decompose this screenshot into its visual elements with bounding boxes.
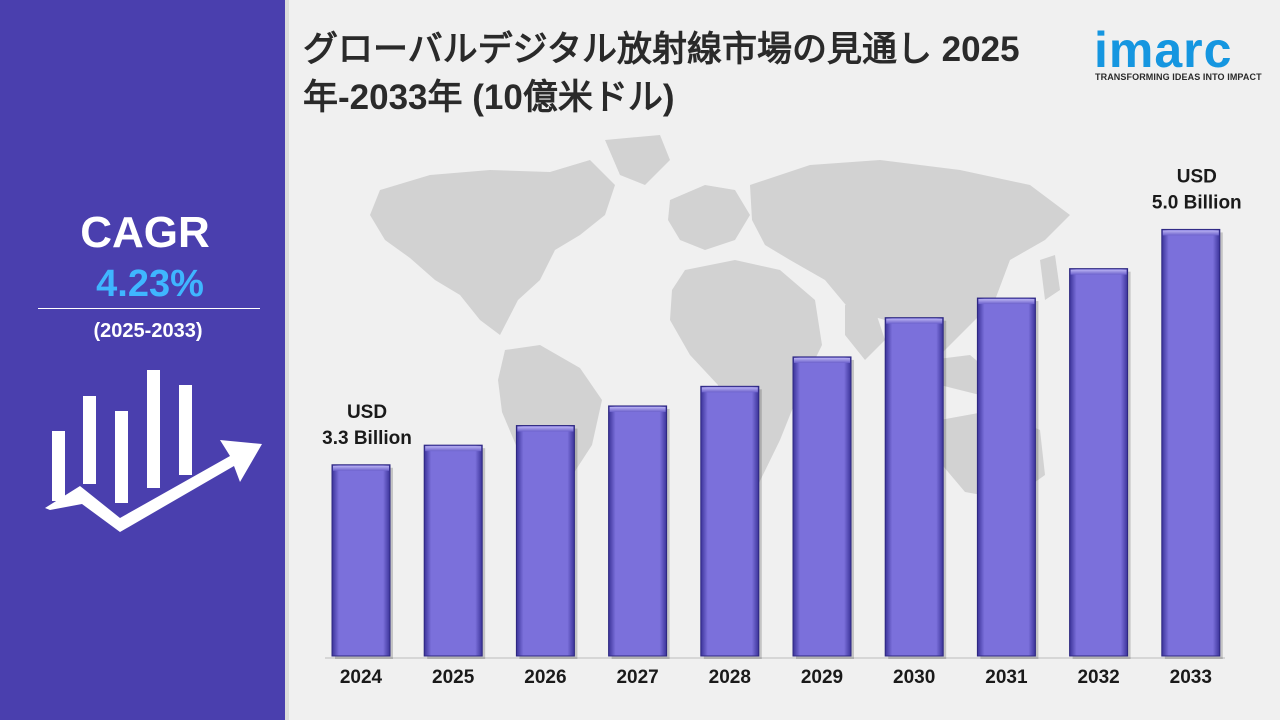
bar-cap-2025 [425, 446, 482, 452]
imarc-logo: imarc TRANSFORMING IDEAS INTO IMPACT [1094, 10, 1264, 90]
growth-chart-icon [45, 370, 262, 532]
x-tick-label-2026: 2026 [524, 667, 566, 688]
bar-body-2028 [700, 385, 760, 657]
bar-cap-2031 [978, 299, 1035, 305]
x-tick-label-2024: 2024 [340, 667, 383, 688]
x-tick-label-2025: 2025 [432, 667, 475, 688]
annotation-2024-line-1: USD [347, 402, 387, 423]
bar-2031 [976, 297, 1039, 659]
sidebar [0, 0, 285, 720]
bar-body-2024 [331, 464, 391, 657]
annotation-2024-line-2: 3.3 Billion [322, 428, 412, 449]
bar-cap-2028 [701, 387, 758, 393]
x-tick-label-2031: 2031 [985, 667, 1028, 688]
bar-body-2027 [608, 405, 668, 657]
bar-cap-2030 [886, 318, 943, 324]
cagr-divider [38, 308, 260, 309]
bar-2033 [1161, 228, 1223, 659]
bar-body-2031 [976, 297, 1036, 657]
x-tick-label-2027: 2027 [616, 667, 658, 688]
cagr-period: (2025-2033) [93, 320, 203, 342]
page-title: グローバルデジタル放射線市場の見通し 2025年-2033年 (10億米ドル) [303, 30, 1020, 117]
bar-cap-2029 [794, 357, 850, 363]
bar-2027 [608, 405, 670, 659]
bar-body-2029 [792, 356, 852, 657]
bar-body-2032 [1069, 268, 1129, 657]
x-tick-label-2033: 2033 [1170, 667, 1212, 688]
bar-body-2025 [423, 444, 483, 657]
bar-2024 [331, 464, 393, 659]
bar-2032 [1069, 268, 1131, 659]
bar-cap-2026 [517, 426, 574, 432]
cagr-label: CAGR [80, 208, 210, 257]
annotation-2033-line-2: 5.0 Billion [1152, 192, 1242, 213]
bar-2026 [515, 425, 578, 659]
x-tick-label-2028: 2028 [709, 667, 751, 688]
bar-cap-2024 [333, 465, 389, 471]
bar-2025 [423, 444, 486, 659]
logo-tagline: TRANSFORMING IDEAS INTO IMPACT [1095, 72, 1262, 82]
x-tick-label-2029: 2029 [801, 667, 843, 688]
annotation-2033-line-1: USD [1177, 166, 1217, 187]
bar-cap-2027 [609, 406, 666, 412]
bar-2029 [792, 356, 854, 659]
logo-word: imarc [1094, 22, 1233, 78]
sidebar-edge [285, 0, 289, 720]
bar-2030 [884, 317, 947, 659]
bar-body-2026 [515, 425, 575, 657]
bar-body-2033 [1161, 228, 1221, 657]
bar-cap-2033 [1162, 230, 1219, 236]
bar-cap-2032 [1070, 269, 1127, 275]
x-tick-label-2032: 2032 [1077, 667, 1119, 688]
cagr-value: 4.23% [96, 263, 204, 305]
bar-body-2030 [884, 317, 944, 657]
x-tick-label-2030: 2030 [893, 667, 935, 688]
bar-2028 [700, 385, 762, 659]
